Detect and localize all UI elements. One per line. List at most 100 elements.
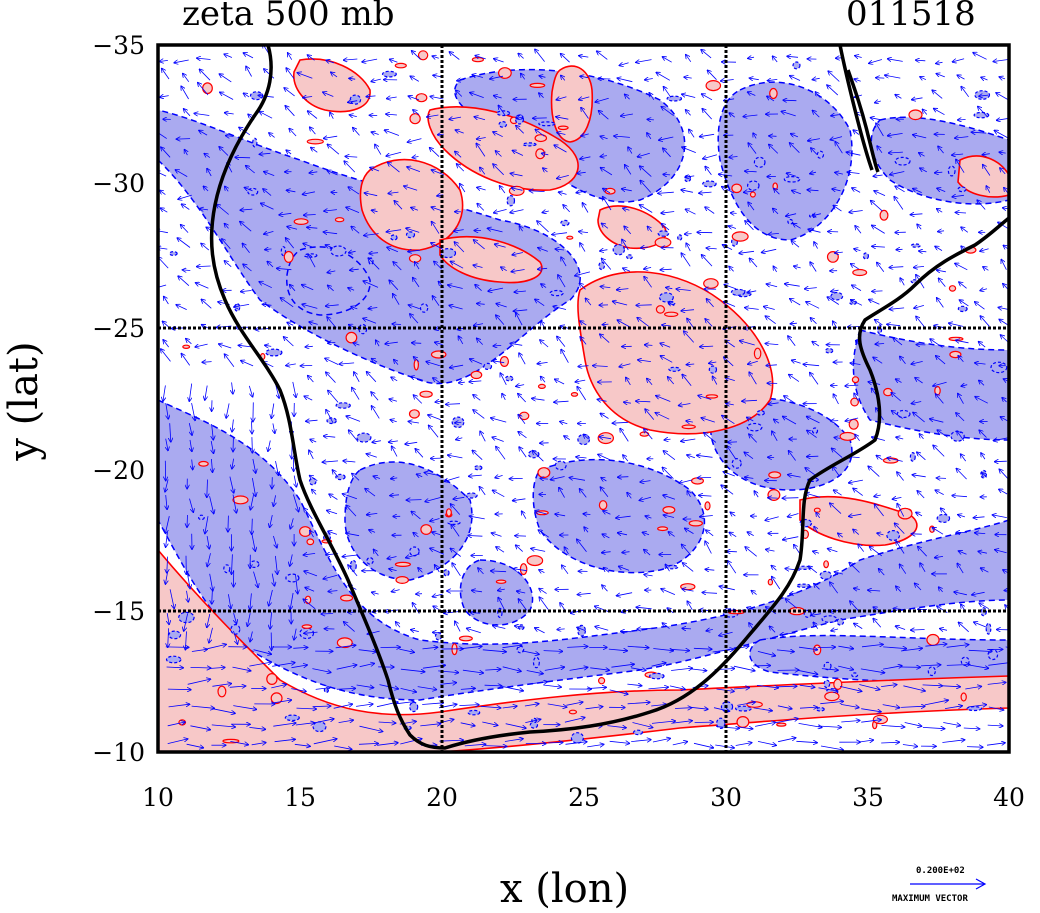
- wind-vector: [918, 547, 927, 557]
- wind-vector: [246, 166, 255, 174]
- wind-vector: [895, 523, 905, 534]
- wind-vector: [705, 207, 715, 214]
- wind-vector: [414, 357, 420, 362]
- wind-vector: [270, 612, 272, 629]
- wind-vector: [1011, 664, 1035, 667]
- wind-vector: [641, 247, 649, 248]
- wind-vector: [209, 573, 213, 591]
- positive-contour-speckle: [306, 538, 315, 546]
- wind-vector: [457, 79, 465, 80]
- wind-vector: [160, 96, 169, 98]
- positive-contour-speckle: [690, 477, 704, 485]
- wind-vector: [631, 740, 651, 742]
- wind-vector: [535, 129, 545, 137]
- wind-vector: [792, 191, 802, 195]
- wind-vector: [850, 601, 859, 611]
- wind-vector: [665, 565, 670, 572]
- wind-vector: [488, 287, 504, 291]
- wind-vector: [561, 76, 565, 81]
- wind-vector: [362, 58, 378, 62]
- wind-vector: [260, 112, 273, 119]
- wind-vector: [585, 298, 592, 306]
- wind-vector: [407, 500, 422, 501]
- vector-legend-label: MAXIMUM VECTOR: [892, 894, 968, 904]
- wind-vector: [645, 345, 653, 346]
- wind-vector: [412, 51, 421, 60]
- wind-vector: [551, 476, 565, 480]
- wind-vector: [277, 268, 292, 269]
- wind-vector: [733, 665, 755, 671]
- wind-vector: [647, 119, 654, 120]
- positive-contour-speckle: [767, 489, 781, 502]
- wind-vector: [343, 494, 358, 500]
- wind-vector: [603, 511, 611, 514]
- wind-vector: [729, 267, 734, 272]
- wind-vector: [498, 598, 506, 611]
- wind-vector: [225, 224, 229, 229]
- wind-vector: [700, 346, 714, 347]
- wind-vector: [731, 213, 737, 214]
- wind-vector: [363, 318, 377, 324]
- wind-vector: [513, 151, 524, 156]
- wind-vector: [956, 212, 967, 213]
- wind-vector: [750, 78, 759, 80]
- wind-vector: [769, 626, 776, 633]
- wind-vector: [786, 599, 798, 609]
- wind-vector: [368, 308, 378, 309]
- wind-vector: [579, 56, 589, 57]
- wind-vector: [372, 592, 379, 594]
- wind-vector: [913, 189, 922, 193]
- wind-vector: [995, 461, 1007, 462]
- wind-vector: [979, 342, 986, 348]
- wind-vector: [706, 299, 714, 308]
- negative-contour-speckle: [957, 305, 968, 313]
- negative-contour-speckle: [823, 679, 831, 689]
- wind-vector: [363, 281, 379, 288]
- wind-vector: [515, 626, 525, 627]
- wind-vector: [191, 403, 196, 420]
- wind-vector: [652, 738, 670, 743]
- wind-vector: [705, 569, 715, 570]
- wind-vector: [781, 111, 796, 117]
- wind-vector: [200, 209, 209, 210]
- wind-vector: [522, 511, 527, 519]
- wind-vector: [290, 592, 294, 609]
- negative-contour-speckle: [285, 573, 300, 583]
- wind-vector: [805, 288, 817, 289]
- wind-vector: [224, 54, 233, 57]
- wind-vector: [704, 433, 717, 443]
- wind-vector: [287, 190, 296, 192]
- wind-vector: [165, 571, 167, 584]
- wind-vector: [351, 227, 360, 234]
- negative-contour-speckle: [819, 570, 832, 580]
- x-axis-label: x (lon): [500, 866, 630, 912]
- wind-vector: [535, 299, 545, 307]
- wind-vector: [327, 271, 336, 273]
- positive-contour-speckle: [749, 191, 756, 198]
- wind-vector: [662, 468, 674, 479]
- wind-vector: [195, 343, 208, 347]
- positive-contour-speckle: [415, 93, 428, 103]
- wind-vector: [930, 339, 943, 348]
- wind-vector: [851, 300, 863, 306]
- wind-vector: [580, 76, 589, 78]
- wind-vector: [161, 208, 168, 213]
- wind-vector: [986, 186, 990, 193]
- wind-vector: [578, 593, 591, 594]
- wind-vector: [271, 403, 273, 419]
- wind-vector: [559, 192, 567, 194]
- wind-vector: [202, 325, 208, 328]
- wind-vector: [350, 269, 359, 270]
- positive-contour-speckle: [266, 672, 278, 685]
- wind-vector: [494, 59, 504, 63]
- wind-vector: [702, 593, 718, 594]
- wind-vector: [649, 93, 655, 101]
- wind-vector: [640, 481, 651, 483]
- wind-vector: [619, 363, 631, 367]
- x-tick-label: 40: [993, 783, 1025, 812]
- wind-vector: [158, 130, 167, 139]
- wind-vector: [303, 599, 316, 610]
- wind-vector: [640, 166, 652, 177]
- wind-vector: [275, 555, 277, 574]
- wind-vector: [422, 703, 443, 705]
